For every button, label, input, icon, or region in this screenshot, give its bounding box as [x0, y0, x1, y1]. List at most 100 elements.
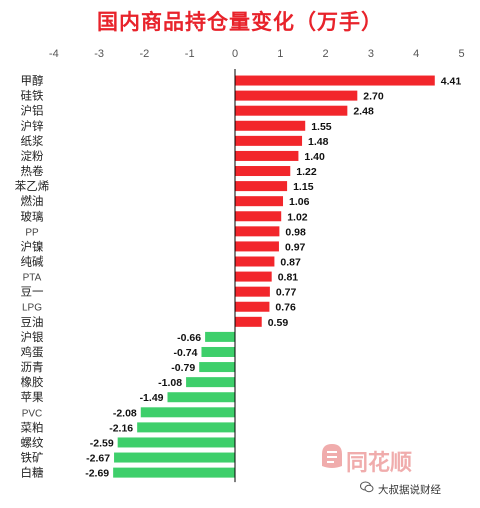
value-label: -0.79 — [171, 362, 195, 374]
x-tick-label: 5 — [458, 48, 464, 60]
x-tick-label: -2 — [140, 48, 150, 60]
value-label: 1.15 — [293, 181, 314, 193]
bar — [235, 105, 348, 116]
x-tick-label: 4 — [413, 48, 419, 60]
category-label: 玻璃 — [21, 209, 44, 223]
bar — [235, 316, 262, 327]
category-label: 菜粕 — [21, 420, 44, 434]
category-label: PVC — [22, 408, 43, 419]
bar — [137, 422, 235, 433]
bar — [113, 467, 235, 478]
bar — [205, 331, 235, 342]
value-label: -0.74 — [174, 347, 198, 359]
bar — [235, 166, 291, 177]
category-label: 苹果 — [21, 390, 44, 404]
tonghuashun-logo-icon — [322, 444, 342, 468]
value-label: -2.67 — [86, 453, 110, 465]
category-label: PP — [25, 227, 39, 238]
bar — [117, 437, 235, 448]
bar — [235, 301, 270, 312]
bars — [113, 75, 435, 478]
bar — [235, 286, 270, 297]
category-label: 橡胶 — [21, 375, 44, 389]
category-label: 硅铁 — [21, 89, 44, 103]
category-label: 淀粉 — [21, 149, 44, 163]
value-label: -2.16 — [109, 422, 133, 434]
value-label: 0.81 — [278, 272, 299, 284]
category-label: 沪铝 — [21, 104, 44, 118]
category-label: 沥青 — [21, 360, 44, 374]
x-tick-label: 2 — [323, 48, 329, 60]
x-axis-ticks: -4 -3 -2 -1 0 1 2 3 4 5 — [49, 48, 465, 60]
x-tick-label: -3 — [94, 48, 104, 60]
category-label: 豆油 — [21, 315, 44, 329]
value-label: 1.48 — [308, 136, 329, 148]
category-label: 白糖 — [21, 466, 44, 480]
value-label: 0.97 — [285, 241, 306, 253]
value-label: 0.87 — [280, 257, 301, 269]
category-label: 沪镍 — [21, 239, 44, 253]
bar — [235, 90, 358, 101]
x-tick-label: 0 — [232, 48, 238, 60]
category-label: PTA — [23, 273, 42, 284]
category-label: 纯碱 — [21, 255, 44, 269]
watermark-text: 同花顺 — [346, 451, 413, 476]
category-label: 热卷 — [21, 164, 44, 178]
category-label: 纸浆 — [21, 134, 44, 148]
category-label: 甲醇 — [21, 74, 44, 88]
value-label: 0.59 — [268, 317, 289, 329]
value-label: 2.70 — [363, 91, 384, 103]
category-label: LPG — [22, 303, 42, 314]
bar — [235, 256, 275, 267]
bar — [235, 271, 272, 282]
category-label: 豆一 — [21, 285, 44, 299]
x-tick-label: -4 — [49, 48, 59, 60]
value-label: -2.08 — [113, 407, 137, 419]
value-label: 1.55 — [311, 121, 332, 133]
category-label: 苯乙烯 — [15, 179, 50, 193]
bar — [235, 120, 306, 131]
value-label: 1.02 — [287, 211, 308, 223]
value-label: 2.48 — [353, 106, 374, 118]
value-label: 1.22 — [296, 166, 317, 178]
category-label: 沪锌 — [21, 119, 44, 133]
value-label: 1.06 — [289, 196, 310, 208]
bar — [114, 452, 235, 463]
category-label: 铁矿 — [21, 451, 44, 465]
x-tick-label: -1 — [185, 48, 195, 60]
category-label: 鸡蛋 — [21, 345, 44, 359]
bar — [167, 392, 235, 403]
value-label: 4.41 — [441, 76, 462, 88]
value-label: -0.66 — [177, 332, 201, 344]
bar — [235, 181, 288, 192]
category-label: 螺纹 — [21, 435, 44, 449]
bar — [201, 346, 235, 357]
bar — [235, 196, 284, 207]
value-label: -2.69 — [85, 468, 109, 480]
value-label: 0.76 — [275, 302, 296, 314]
bar — [235, 211, 282, 222]
x-tick-label: 1 — [277, 48, 283, 60]
bar — [235, 150, 299, 161]
wechat-icon — [360, 481, 374, 493]
value-label: -1.49 — [140, 392, 164, 404]
value-label: 0.77 — [276, 287, 297, 299]
bar — [199, 362, 235, 373]
value-label: -1.08 — [158, 377, 182, 389]
bar — [235, 226, 280, 237]
bar — [186, 377, 235, 388]
source-credit: 大叔据说财经 — [378, 484, 441, 496]
bar — [235, 241, 279, 252]
x-tick-label: 3 — [368, 48, 374, 60]
value-label: 1.40 — [304, 151, 325, 163]
chart-title: 国内商品持仓量变化（万手） — [97, 10, 383, 34]
bar — [140, 407, 235, 418]
category-label: 沪银 — [21, 330, 44, 344]
bar — [235, 135, 303, 146]
bar — [235, 75, 435, 86]
category-label: 燃油 — [21, 194, 44, 208]
value-label: -2.59 — [90, 437, 114, 449]
value-label: 0.98 — [285, 226, 306, 238]
